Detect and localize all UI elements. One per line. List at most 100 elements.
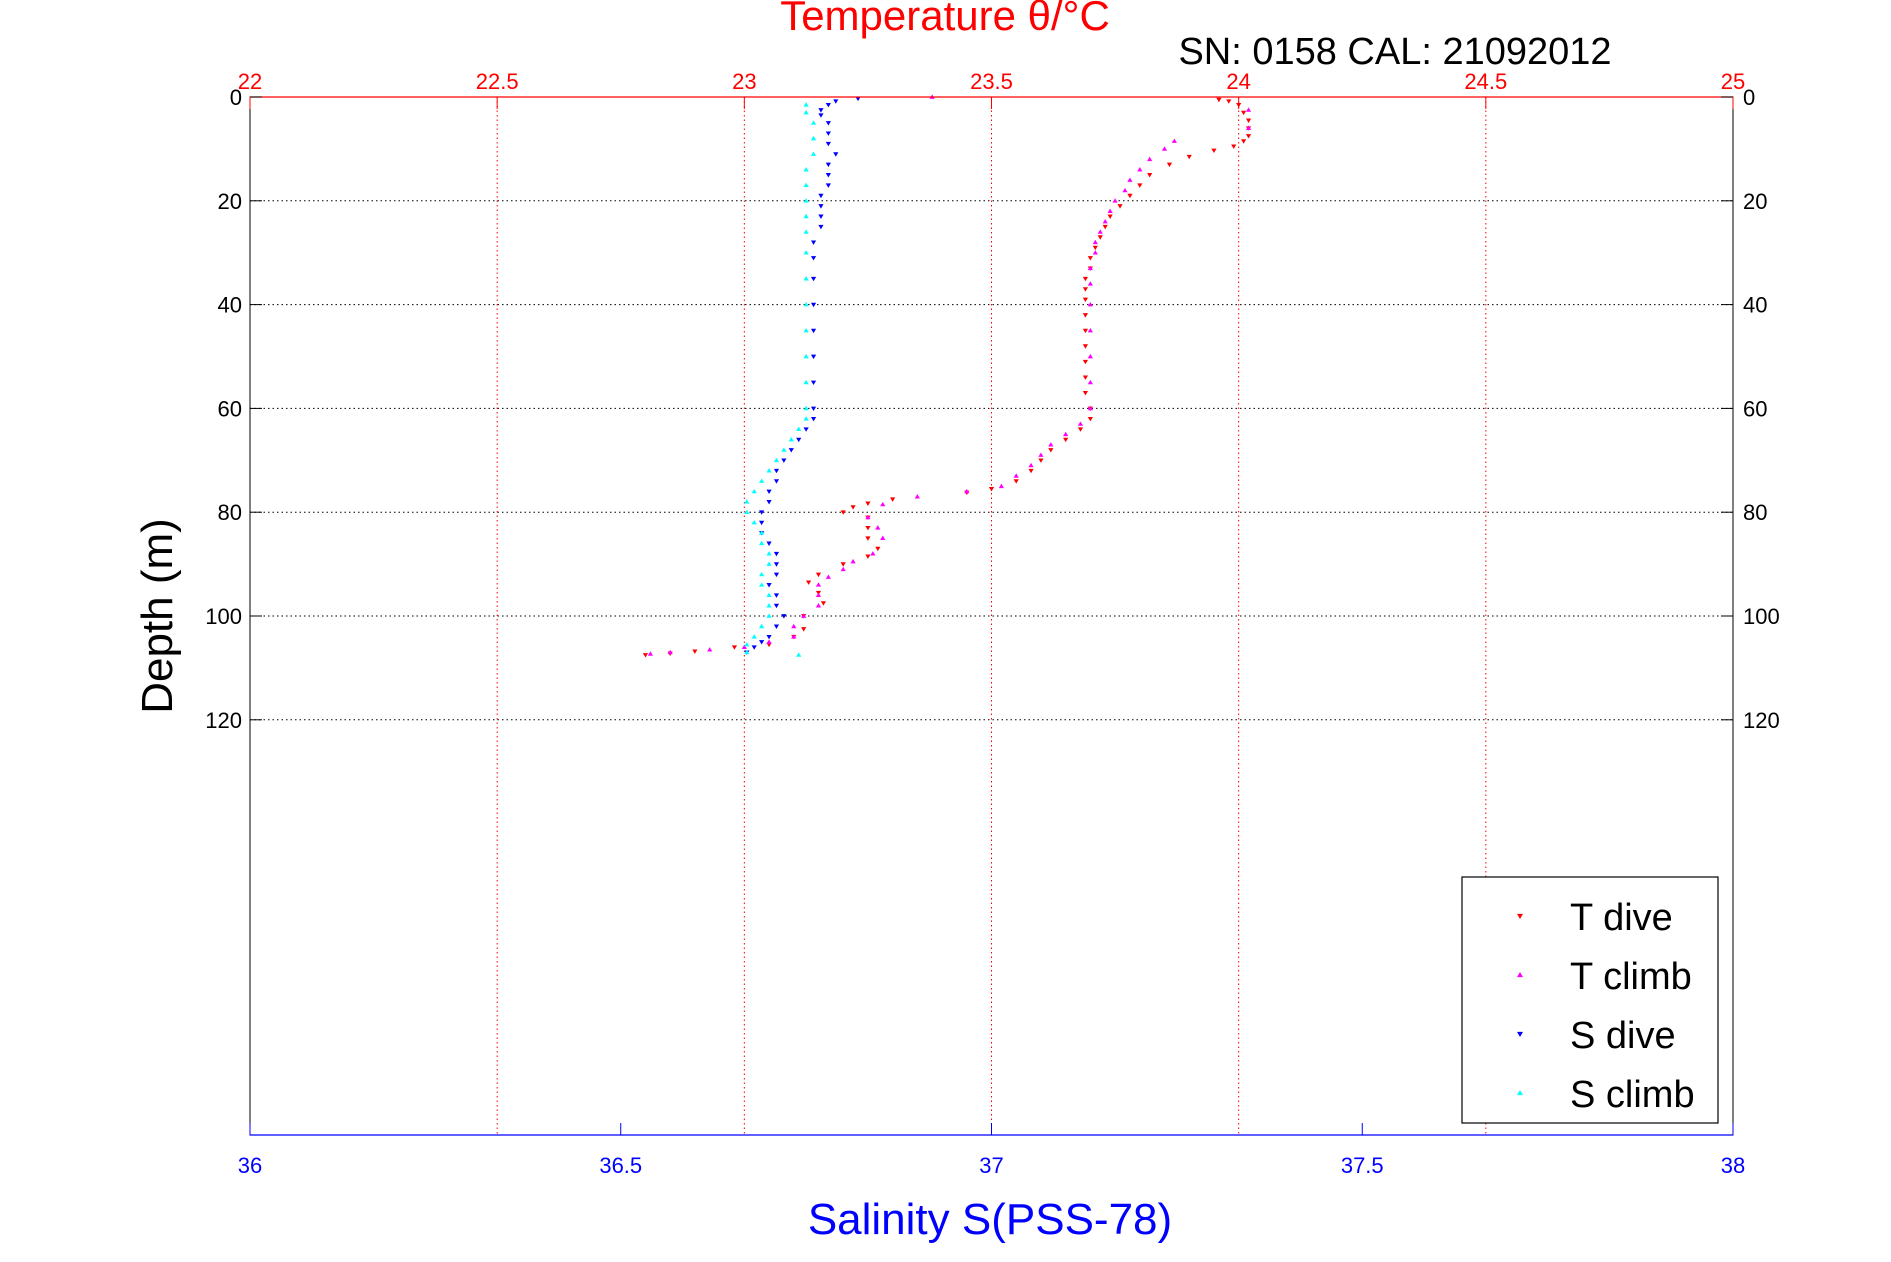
point-s-dive [773, 551, 780, 557]
legend: T dive T climb S dive S climb [1461, 876, 1719, 1124]
salinity-tick-label: 36.5 [599, 1153, 642, 1178]
point-s-climb [803, 353, 809, 359]
point-t-dive [1097, 235, 1103, 240]
point-s-climb [803, 109, 809, 115]
point-s-dive [759, 510, 765, 515]
point-s-climb [766, 468, 772, 473]
legend-box [1461, 876, 1719, 1124]
point-t-dive [1216, 97, 1222, 103]
point-s-climb [788, 436, 794, 442]
point-t-dive [1082, 287, 1089, 292]
point-s-dive [759, 640, 765, 645]
point-s-dive [855, 96, 861, 102]
point-s-dive [803, 427, 809, 432]
point-s-dive [810, 416, 817, 422]
point-s-dive [766, 634, 772, 640]
point-t-dive [1082, 344, 1089, 349]
chart-title: Temperature θ/°C [780, 0, 1110, 39]
point-t-climb [1147, 156, 1153, 162]
point-t-dive [840, 562, 846, 567]
point-t-dive [1038, 458, 1044, 463]
point-s-dive [810, 256, 817, 261]
point-s-climb [803, 276, 809, 281]
point-t-dive [1137, 183, 1143, 188]
legend-label-s-dive: S dive [1570, 1015, 1676, 1057]
legend-marker-s-dive [1517, 1031, 1523, 1037]
point-t-climb [1107, 208, 1113, 213]
point-s-dive [773, 572, 780, 578]
point-s-dive [788, 448, 794, 453]
legend-marker-t-dive [1517, 913, 1523, 919]
point-t-dive [1147, 173, 1153, 178]
point-s-dive [810, 406, 817, 411]
point-s-climb [803, 250, 809, 255]
point-s-climb [773, 457, 780, 463]
point-s-climb [759, 540, 765, 546]
salinity-tick-label: 37.5 [1341, 1153, 1384, 1178]
point-t-climb [1087, 327, 1093, 333]
point-t-climb [1087, 379, 1093, 385]
legend-marker-s-climb [1517, 1090, 1523, 1096]
point-t-climb [707, 647, 713, 652]
point-s-climb [803, 167, 809, 172]
point-s-climb [744, 649, 750, 655]
point-t-climb [914, 494, 920, 499]
depth-tick-label-left: 120 [205, 708, 242, 733]
point-t-climb [1087, 405, 1093, 411]
point-s-dive [773, 562, 780, 567]
point-t-dive [1166, 162, 1173, 168]
point-t-dive [1107, 214, 1113, 219]
point-t-dive [1048, 448, 1054, 453]
temperature-tick-label: 23 [732, 69, 756, 94]
point-t-climb [766, 639, 772, 644]
temperature-tick-label: 23.5 [970, 69, 1013, 94]
point-t-dive [1186, 154, 1192, 160]
legend-label-t-dive: T dive [1570, 897, 1673, 939]
point-s-dive [773, 468, 780, 474]
temperature-tick-label: 22.5 [476, 69, 519, 94]
point-t-dive [1063, 437, 1069, 443]
point-s-climb [744, 509, 750, 515]
point-s-dive [825, 141, 831, 147]
point-t-climb [1161, 146, 1168, 151]
point-s-dive [773, 624, 780, 629]
point-s-climb [751, 488, 757, 494]
point-s-dive [825, 131, 831, 136]
point-t-climb [1038, 452, 1044, 457]
point-t-dive [988, 487, 995, 492]
point-t-climb [865, 514, 871, 520]
point-s-dive [818, 113, 824, 118]
point-t-climb [647, 651, 654, 656]
point-s-climb [803, 213, 809, 219]
point-s-climb [810, 135, 817, 141]
point-s-climb [759, 571, 765, 577]
point-s-dive [833, 152, 839, 157]
point-t-dive [692, 649, 698, 654]
point-s-climb [796, 652, 802, 657]
y-axis-label: Depth (m) [133, 518, 182, 714]
depth-tick-label-right: 40 [1743, 293, 1767, 318]
salinity-tick-label: 38 [1721, 1153, 1745, 1178]
point-t-climb [870, 551, 876, 556]
x-axis-label: Salinity S(PSS-78) [808, 1195, 1172, 1244]
point-t-climb [741, 644, 747, 649]
point-s-dive [773, 593, 780, 598]
point-s-dive [810, 302, 817, 308]
point-t-climb [1077, 421, 1084, 426]
point-t-climb [815, 582, 822, 587]
point-s-dive [810, 354, 817, 360]
point-t-climb [850, 558, 856, 564]
point-t-dive [1082, 328, 1089, 334]
point-s-climb [803, 416, 809, 421]
point-t-dive [815, 572, 822, 578]
point-s-dive [818, 204, 824, 209]
point-t-dive [875, 546, 881, 552]
point-s-dive [766, 489, 772, 495]
point-t-climb [840, 566, 846, 572]
point-s-dive [796, 437, 802, 443]
point-t-climb [1048, 442, 1054, 447]
point-t-climb [1171, 138, 1178, 143]
point-s-dive [766, 500, 772, 505]
point-t-climb [1245, 125, 1252, 130]
